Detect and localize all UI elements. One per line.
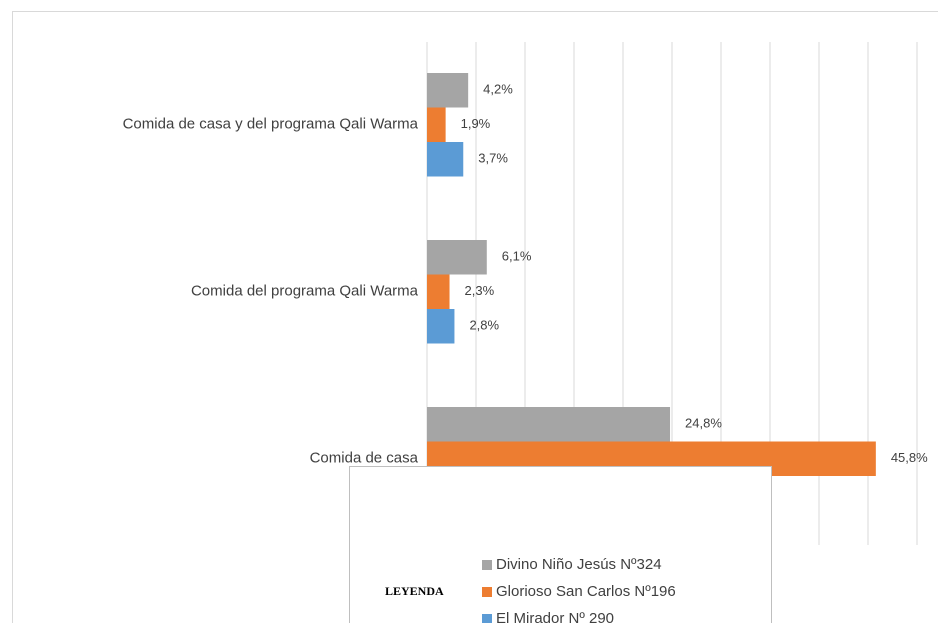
bar [427,73,469,108]
legend-label: Glorioso San Carlos Nº196 [496,583,676,600]
data-label: 24,8% [685,416,722,431]
data-label: 2,3% [465,283,495,298]
data-label: 3,7% [478,151,508,166]
data-label: 45,8% [891,450,928,465]
category-label: Comida del programa Qali Warma [191,283,419,300]
legend-title: LEYENDA [385,584,444,598]
data-label: 6,1% [502,249,532,264]
bar [427,107,446,142]
legend-box [349,466,772,623]
bar [427,142,464,177]
category-label: Comida de casa y del programa Qali Warma [123,116,419,133]
category-label: Comida de casa [310,450,419,467]
legend-swatch [482,614,492,623]
bar [427,309,455,344]
data-label: 2,8% [469,318,499,333]
bar [427,407,671,442]
data-label: 1,9% [461,116,491,131]
legend-label: El Mirador Nº 290 [496,610,614,623]
bar [427,240,487,275]
legend-label: Divino Niño Jesús Nº324 [496,556,662,573]
legend-swatch [482,587,492,597]
legend-swatch [482,560,492,570]
data-label: 4,2% [483,82,513,97]
bar [427,274,450,309]
